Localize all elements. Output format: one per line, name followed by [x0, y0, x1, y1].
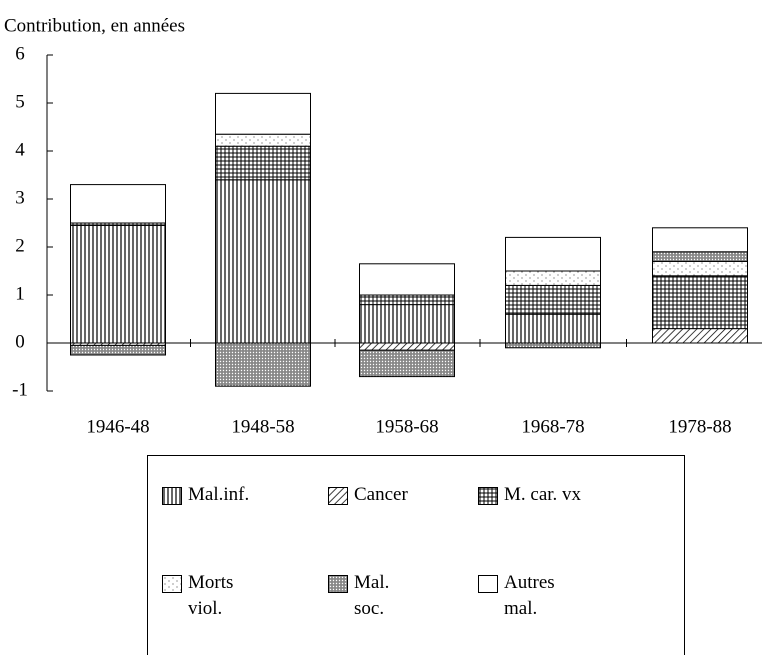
legend-label: Mal.inf.	[188, 484, 250, 505]
legend-item: M. car. vx	[478, 482, 581, 508]
bar-segment	[505, 342, 601, 349]
bar-segment	[505, 313, 601, 344]
bar-segment	[70, 344, 166, 356]
x-tick-label: 1968-78	[521, 416, 584, 437]
bar-segment	[652, 260, 748, 277]
legend-swatch	[162, 487, 182, 505]
bar-segment	[505, 236, 601, 272]
bar-segment	[652, 275, 748, 330]
bar-segment	[652, 328, 748, 344]
legend-swatch	[478, 487, 498, 505]
y-tick-label: 4	[15, 139, 25, 160]
legend-label: Morts viol.	[188, 572, 234, 619]
y-tick-label: -1	[12, 379, 28, 400]
bar-segment	[359, 304, 455, 344]
legend-label: Mal. soc.	[354, 572, 390, 619]
bar-segment	[652, 251, 748, 262]
legend-swatch	[162, 575, 182, 593]
legend-label: M. car. vx	[504, 484, 582, 505]
legend-label: Autres mal.	[504, 572, 555, 619]
legend-item: Autres mal.	[478, 570, 564, 622]
x-tick-label: 1958-68	[375, 416, 438, 437]
legend: Mal.inf. Cancer M. car. vx Morts viol. Mal. …	[147, 455, 685, 655]
legend-swatch-fill	[479, 488, 497, 504]
legend-item: Cancer	[328, 482, 408, 508]
legend-swatch	[328, 487, 348, 505]
y-axis-label: Contribution, en années	[4, 15, 185, 36]
bar-segment	[652, 227, 748, 253]
y-tick-label: 2	[15, 235, 25, 256]
legend-swatch-fill	[329, 576, 347, 592]
bar-segment	[359, 342, 455, 351]
y-tick-label: 3	[15, 187, 25, 208]
bar-segment	[505, 270, 601, 286]
x-tick-label: 1978-88	[668, 416, 731, 437]
bar-segment	[215, 92, 311, 135]
bar-segment	[359, 349, 455, 378]
y-tick-label: 1	[15, 283, 25, 304]
bar-segment	[215, 179, 311, 344]
legend-swatch-fill	[163, 576, 181, 592]
bar-segment	[70, 184, 166, 224]
legend-item: Mal.inf.	[162, 482, 249, 508]
legend-swatch-fill	[479, 576, 497, 592]
legend-swatch-fill	[329, 488, 347, 504]
bar-segment	[70, 224, 166, 344]
bar-segment	[215, 133, 311, 147]
x-tick-label: 1948-58	[231, 416, 294, 437]
legend-swatch	[478, 575, 498, 593]
legend-swatch	[328, 575, 348, 593]
bar-segment	[215, 145, 311, 181]
y-tick-label: 5	[15, 91, 25, 112]
x-tick-label: 1946-48	[86, 416, 149, 437]
legend-item: Morts viol.	[162, 570, 248, 622]
y-tick-label: 0	[15, 331, 25, 352]
legend-item: Mal. soc.	[328, 570, 414, 622]
bar-segment	[215, 342, 311, 387]
legend-swatch-fill	[163, 488, 181, 504]
bar-segment	[359, 294, 455, 306]
bar-segment	[505, 284, 601, 315]
legend-label: Cancer	[354, 484, 408, 505]
bar-segment	[359, 263, 455, 296]
y-tick-label: 6	[15, 43, 25, 64]
